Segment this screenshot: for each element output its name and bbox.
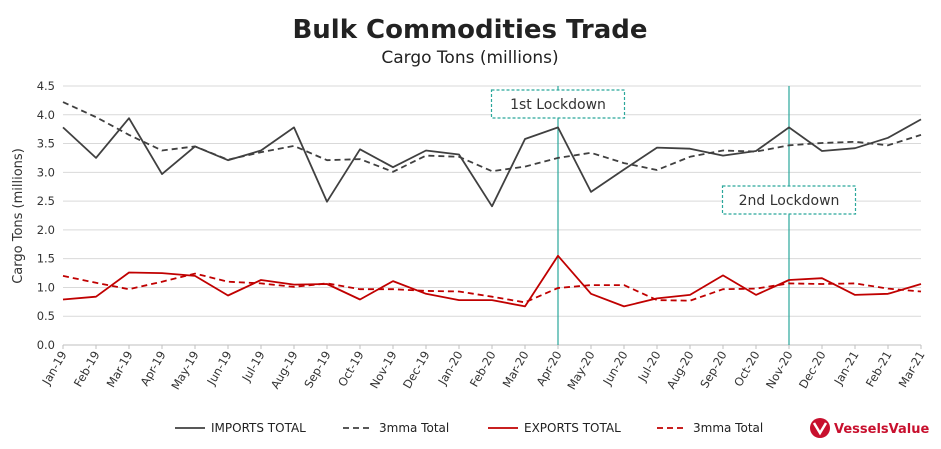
legend-label: IMPORTS TOTAL [211, 421, 306, 435]
x-tick-label: Nov-19 [367, 349, 400, 391]
x-tick-label: Mar-19 [104, 349, 136, 390]
annotation-box [721, 185, 857, 215]
x-tick-label: Dec-20 [796, 349, 829, 392]
x-tick-label: Feb-21 [863, 349, 895, 390]
y-tick-label: 4.0 [37, 108, 55, 122]
x-tick-label: Dec-19 [400, 349, 433, 392]
x-tick-labels: Jan-19 Feb-19 Mar-19 Apr-19 May-19 Jun-19 Jul-… [39, 345, 928, 392]
x-tick-label: Jun-20 [600, 349, 631, 389]
vessels-value-logo: VesselsValue [810, 418, 929, 438]
legend-label: EXPORTS TOTAL [524, 421, 621, 435]
y-tick-label: 3.0 [37, 165, 55, 179]
x-tick-label: Jan-19 [39, 349, 70, 388]
y-tick-label: 1.0 [37, 280, 55, 294]
annotation-box [490, 89, 626, 119]
y-axis-label: Cargo Tons (millions) [11, 148, 26, 284]
y-tick-label: 3.5 [37, 137, 55, 151]
y-tick-labels: 0.0 0.5 1.0 1.5 2.0 2.5 3.0 3.5 4.0 4.5 [37, 79, 55, 352]
gridlines [63, 85, 921, 346]
y-tick-label: 1.5 [37, 252, 55, 266]
x-tick-label: Oct-20 [731, 349, 762, 389]
legend-label: 3mma Total [379, 421, 449, 435]
x-tick-label: May-19 [168, 349, 201, 393]
series-line-2 [62, 254, 922, 308]
x-tick-label: Aug-20 [664, 349, 697, 392]
x-tick-label: Feb-20 [467, 349, 499, 390]
x-tick-label: Jan-20 [435, 349, 466, 388]
x-tick-label: Mar-21 [896, 349, 928, 390]
series-line-3 [62, 272, 922, 304]
legend: IMPORTS TOTAL 3mma Total EXPORTS TOTAL 3mma… [175, 421, 763, 435]
x-tick-label: Sep-20 [697, 349, 729, 391]
x-tick-label: Apr-19 [137, 349, 168, 389]
annotations: 1st Lockdown 2nd Lockdown [490, 86, 857, 345]
x-tick-label: Jan-21 [831, 349, 862, 388]
y-tick-label: 2.5 [37, 194, 55, 208]
x-tick-label: Apr-20 [533, 349, 564, 389]
x-tick-label: Jul-20 [635, 349, 664, 385]
x-tick-label: Oct-19 [335, 349, 366, 389]
x-tick-label: Sep-19 [301, 349, 333, 391]
logo-text: VesselsValue [834, 422, 929, 437]
y-tick-label: 0.0 [37, 338, 55, 352]
x-tick-label: Aug-19 [268, 349, 301, 392]
x-tick-label: May-20 [564, 349, 597, 393]
chart-title: Bulk Commodities Trade [292, 15, 647, 45]
x-tick-label: Feb-19 [71, 349, 103, 390]
y-tick-label: 0.5 [37, 309, 55, 323]
vessels-value-logo-mark [812, 422, 828, 436]
series-line-1 [62, 101, 922, 173]
x-tick-label: Nov-20 [763, 349, 796, 391]
x-tick-label: Jul-19 [239, 349, 268, 385]
annotation-label: 2nd Lockdown [739, 193, 840, 209]
y-tick-label: 4.5 [37, 79, 55, 93]
y-tick-label: 2.0 [37, 223, 55, 237]
annotation-label: 1st Lockdown [510, 97, 606, 113]
series-lines [62, 101, 922, 308]
x-tick-label: Mar-20 [500, 349, 532, 390]
legend-label: 3mma Total [693, 421, 763, 435]
chart-subtitle: Cargo Tons (millions) [381, 48, 558, 68]
x-tick-label: Jun-19 [204, 349, 235, 389]
